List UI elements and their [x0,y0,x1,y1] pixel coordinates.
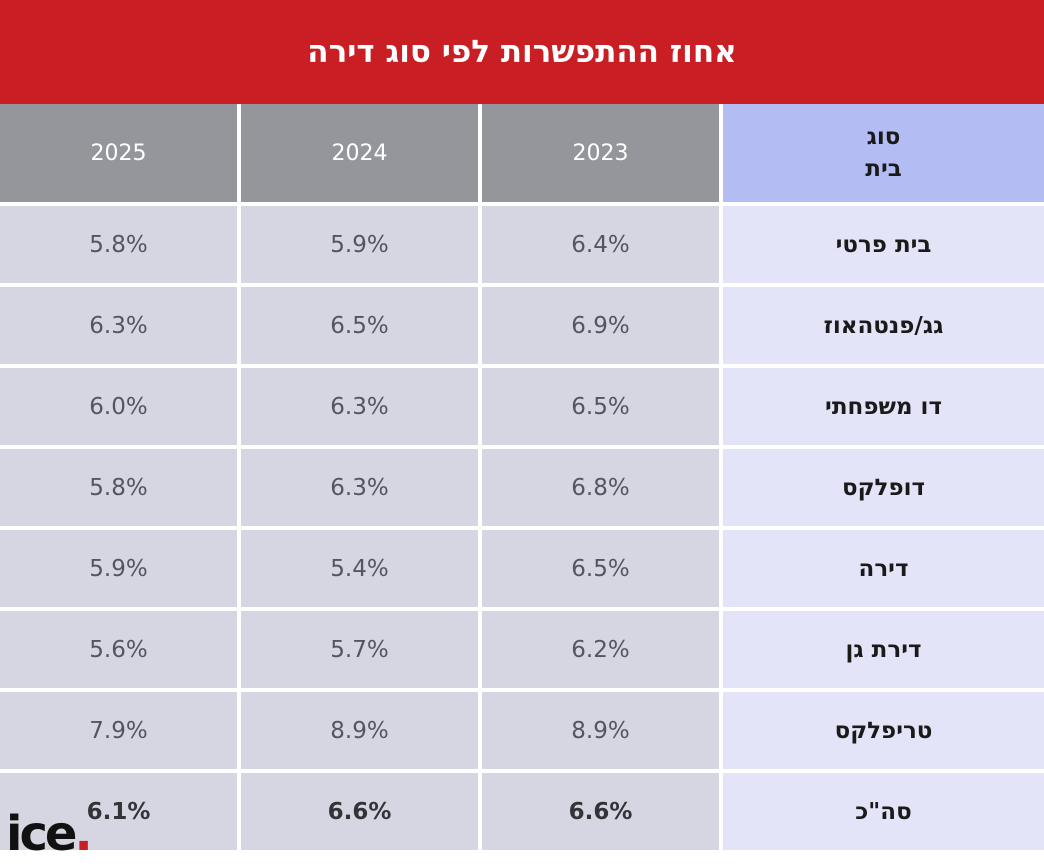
header-year-2025: 2025 [0,104,237,202]
logo-dot: . [74,806,92,862]
table-cell-value-2024: 6.3% [241,368,478,445]
table-row-label: סה"כ [723,773,1044,850]
table-row-label: בית פרטי [723,206,1044,283]
table-cell-value-2025: 6.0% [0,368,237,445]
table-cell-value-2023: 6.6% [482,773,719,850]
table-cell-value-2024: 6.5% [241,287,478,364]
title-bar: אחוז ההתפשרות לפי סוג דירה [0,0,1044,104]
table-cell-value-2024: 6.6% [241,773,478,850]
table-cell-value-2024: 5.4% [241,530,478,607]
table-cell-value-2024: 6.3% [241,449,478,526]
table-cell-value-2025: 6.3% [0,287,237,364]
page-title: אחוז ההתפשרות לפי סוג דירה [307,34,737,70]
header-year-2023: 2023 [482,104,719,202]
ice-logo: ice. [6,806,93,862]
table-cell-value-2023: 8.9% [482,692,719,769]
table-cell-value-2025: 6.1% [0,773,237,850]
table-cell-value-2024: 8.9% [241,692,478,769]
table-row-label: גג/פנטהאוז [723,287,1044,364]
table-cell-value-2023: 6.4% [482,206,719,283]
table-row-label: דופלקס [723,449,1044,526]
table-row-label: טריפלקס [723,692,1044,769]
header-type-line2: בית [865,156,902,182]
table-row-label: דירת גן [723,611,1044,688]
table-cell-value-2023: 6.2% [482,611,719,688]
header-year-2024: 2024 [241,104,478,202]
table-cell-value-2023: 6.9% [482,287,719,364]
table-cell-value-2025: 5.9% [0,530,237,607]
table-row-label: דירה [723,530,1044,607]
table-cell-value-2024: 5.9% [241,206,478,283]
table-cell-value-2023: 6.5% [482,368,719,445]
table-cell-value-2025: 5.6% [0,611,237,688]
table-row-label: דו משפחתי [723,368,1044,445]
header-type-line1: סוג [866,124,901,150]
data-table: 2025 2024 2023 סוג בית 5.8% 5.9% 6.4% בית פ… [0,104,1044,850]
table-cell-value-2023: 6.5% [482,530,719,607]
table-cell-value-2025: 7.9% [0,692,237,769]
table-cell-value-2023: 6.8% [482,449,719,526]
table-cell-value-2024: 5.7% [241,611,478,688]
table-cell-value-2025: 5.8% [0,206,237,283]
header-type: סוג בית [723,104,1044,202]
logo-text: ice [6,806,77,862]
table-cell-value-2025: 5.8% [0,449,237,526]
